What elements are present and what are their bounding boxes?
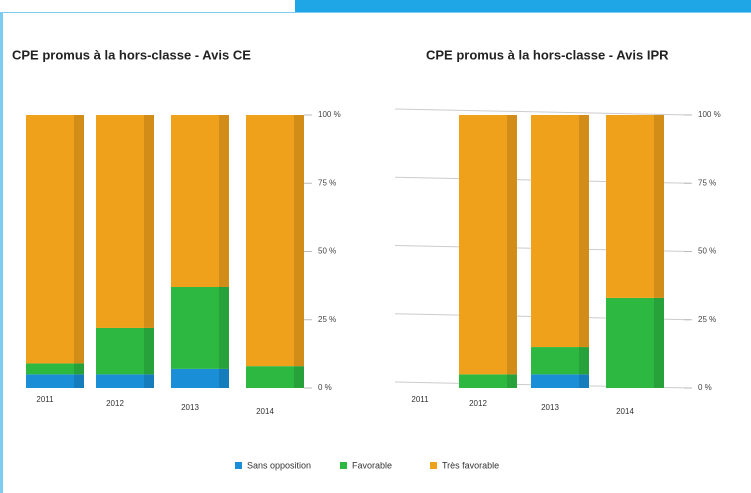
bar-shade	[654, 115, 664, 298]
legend-swatch	[235, 462, 242, 469]
bar-shade	[74, 115, 84, 364]
x-tick-label: 2013	[181, 403, 199, 412]
y-tick-label: 0 %	[318, 383, 332, 392]
y-tick-label: 25 %	[318, 315, 336, 324]
bar-segment	[26, 115, 84, 364]
bar-shade	[654, 297, 664, 388]
bar-shade	[507, 374, 517, 388]
bar-segment	[96, 115, 154, 328]
bar-segment	[459, 374, 517, 388]
chart-title: CPE promus à la hors-classe - Avis CE	[12, 47, 251, 62]
bar-segment	[96, 374, 154, 388]
legend-swatch	[340, 462, 347, 469]
legend-label: Sans opposition	[247, 460, 311, 470]
legend-swatch	[430, 462, 437, 469]
bar-segment	[26, 363, 84, 375]
bar-shade	[74, 363, 84, 375]
bar-shade	[144, 374, 154, 388]
legend-label: Très favorable	[442, 460, 499, 470]
bar-shade	[294, 366, 304, 388]
grid-line	[394, 108, 691, 116]
x-tick-label: 2012	[469, 399, 487, 408]
bar-segment	[171, 115, 229, 287]
bar-segment	[606, 297, 664, 388]
bar-segment	[246, 115, 304, 367]
bar-shade	[219, 286, 229, 369]
y-tick-label: 75 %	[698, 178, 716, 187]
x-tick-label: 2012	[106, 399, 124, 408]
bar-segment	[171, 368, 229, 388]
x-tick-label: 2014	[256, 407, 274, 416]
bar-segment	[531, 115, 589, 348]
x-tick-label: 2011	[411, 395, 429, 404]
y-tick-label: 100 %	[318, 110, 341, 119]
bar-shade	[144, 327, 154, 375]
bar-shade	[219, 368, 229, 388]
bar-shade	[144, 115, 154, 328]
y-tick-label: 25 %	[698, 315, 716, 324]
x-tick-label: 2013	[541, 403, 559, 412]
bar-shade	[294, 115, 304, 367]
bar-shade	[507, 115, 517, 375]
bar-segment	[459, 115, 517, 375]
bar-segment	[531, 347, 589, 375]
bar-shade	[219, 115, 229, 287]
bar-shade	[74, 374, 84, 388]
x-tick-label: 2014	[616, 407, 634, 416]
bar-segment	[606, 115, 664, 298]
bar-shade	[579, 115, 589, 348]
y-tick-label: 0 %	[698, 383, 712, 392]
bar-segment	[96, 327, 154, 375]
chart-title: CPE promus à la hors-classe - Avis IPR	[426, 47, 669, 62]
x-tick-label: 2011	[36, 395, 54, 404]
y-tick-label: 75 %	[318, 178, 336, 187]
y-tick-label: 50 %	[318, 247, 336, 256]
bar-segment	[246, 366, 304, 388]
legend-label: Favorable	[352, 460, 392, 470]
bar-shade	[579, 374, 589, 388]
y-tick-label: 50 %	[698, 247, 716, 256]
bar-segment	[171, 286, 229, 369]
top-band	[295, 0, 751, 12]
top-border	[3, 12, 751, 13]
bar-segment	[26, 374, 84, 388]
bar-segment	[531, 374, 589, 388]
y-tick-label: 100 %	[698, 110, 721, 119]
bar-shade	[579, 347, 589, 375]
left-border	[0, 12, 3, 493]
